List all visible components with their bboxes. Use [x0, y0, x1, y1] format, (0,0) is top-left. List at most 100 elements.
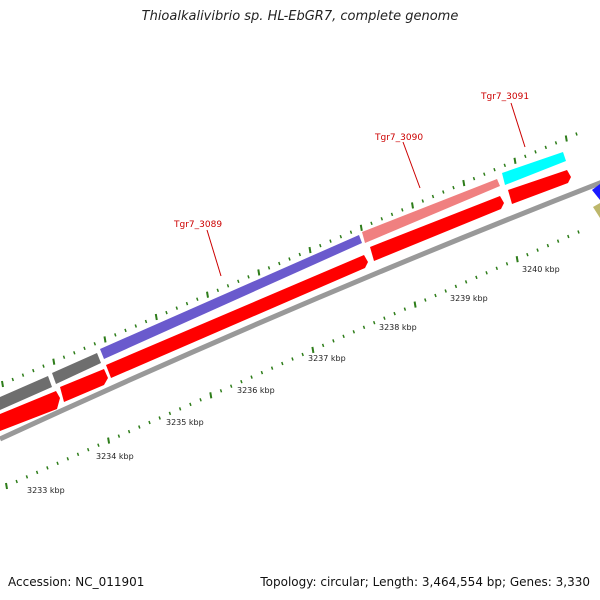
genome-title: Thioalkalivibrio sp. HL-EbGR7, complete … — [141, 9, 459, 24]
gene-feature-gray — [52, 353, 101, 384]
minor-tick — [362, 325, 366, 330]
minor-tick — [339, 234, 343, 239]
minor-tick — [134, 324, 138, 328]
minor-tick — [505, 262, 509, 266]
minor-tick — [148, 420, 151, 425]
gene-callouts: Tgr7_3089 Tgr7_3090 Tgr7_3091 — [173, 92, 529, 277]
minor-tick — [472, 176, 476, 181]
scale-labels: 3233 kbp 3234 kbp 3235 kbp 3236 kbp 3237… — [27, 265, 560, 495]
minor-tick — [117, 434, 121, 438]
minor-tick — [383, 316, 386, 320]
minor-tick — [240, 379, 243, 384]
cds-feature — [106, 255, 368, 378]
callout-line — [206, 229, 222, 277]
minor-tick — [534, 150, 537, 154]
minor-tick — [32, 368, 35, 373]
cds-feature — [60, 369, 108, 402]
minor-tick — [483, 172, 486, 176]
minor-tick — [97, 443, 100, 447]
minor-tick — [42, 364, 45, 368]
scale-label: 3240 kbp — [522, 265, 560, 274]
minor-tick — [390, 212, 394, 217]
minor-tick — [62, 355, 66, 359]
minor-tick — [454, 284, 458, 289]
major-tick — [411, 202, 414, 209]
outer-tick-row — [1, 132, 578, 388]
minor-tick — [178, 407, 182, 411]
minor-tick — [247, 275, 250, 279]
minor-tick — [86, 447, 90, 452]
minor-tick — [168, 411, 172, 416]
inner-tick-row — [5, 230, 580, 490]
genome-backbone — [0, 180, 600, 442]
minor-tick — [267, 266, 271, 270]
gene-label[interactable]: Tgr7_3090 — [374, 133, 423, 143]
minor-tick — [526, 252, 529, 257]
major-tick — [257, 269, 261, 276]
gene-tgr7-3089[interactable] — [100, 235, 362, 359]
minor-tick — [393, 311, 396, 316]
minor-tick — [226, 284, 230, 288]
edge-feature-olive — [593, 203, 600, 218]
minor-tick — [73, 351, 76, 355]
scale-label: 3237 kbp — [308, 354, 346, 363]
minor-tick — [291, 357, 294, 361]
gene-tgr7-3091[interactable] — [502, 152, 566, 185]
scale-label: 3236 kbp — [237, 386, 275, 395]
minor-tick — [11, 377, 15, 382]
minor-tick — [332, 339, 335, 343]
scale-label: 3233 kbp — [27, 486, 65, 495]
minor-tick — [229, 384, 233, 388]
minor-tick — [250, 375, 253, 379]
minor-tick — [56, 461, 59, 466]
minor-tick — [76, 452, 80, 457]
minor-tick — [237, 279, 240, 284]
major-tick — [308, 246, 312, 254]
cds-track — [0, 170, 571, 431]
major-tick — [103, 336, 107, 343]
minor-tick — [464, 280, 468, 284]
minor-tick — [452, 185, 455, 190]
accession-text: Accession: NC_011901 — [8, 575, 145, 589]
minor-tick — [372, 320, 376, 325]
gene-label[interactable]: Tgr7_3091 — [480, 92, 529, 102]
minor-tick — [493, 167, 496, 172]
major-tick — [359, 224, 363, 231]
gene-label[interactable]: Tgr7_3089 — [173, 220, 222, 230]
minor-tick — [165, 310, 168, 315]
minor-tick — [278, 261, 281, 266]
major-tick — [5, 482, 8, 490]
minor-tick — [524, 154, 527, 159]
minor-tick — [124, 328, 127, 333]
callout-line — [402, 141, 421, 189]
cds-feature — [0, 391, 60, 431]
minor-tick — [431, 194, 435, 199]
minor-tick — [556, 239, 560, 243]
minor-tick — [421, 199, 425, 203]
gene-track — [0, 152, 566, 410]
minor-tick — [15, 479, 18, 484]
cds-feature — [508, 170, 571, 204]
minor-tick — [25, 475, 29, 479]
minor-tick — [370, 221, 373, 226]
minor-tick — [21, 373, 25, 377]
minor-tick — [216, 288, 220, 293]
minor-tick — [536, 248, 539, 252]
minor-tick — [577, 230, 580, 234]
minor-tick — [260, 370, 264, 375]
minor-tick — [219, 389, 223, 393]
major-tick — [1, 380, 4, 388]
major-tick — [413, 301, 417, 308]
minor-tick — [175, 306, 179, 310]
gene-tgr7-3090[interactable] — [362, 179, 500, 243]
minor-tick — [485, 271, 488, 275]
minor-tick — [301, 352, 304, 357]
scale-label: 3238 kbp — [379, 323, 417, 332]
minor-tick — [319, 243, 322, 248]
minor-tick — [158, 416, 161, 420]
minor-tick — [401, 208, 404, 212]
minor-tick — [199, 398, 202, 402]
major-tick — [107, 437, 111, 444]
edge-feature-blue — [592, 184, 600, 200]
